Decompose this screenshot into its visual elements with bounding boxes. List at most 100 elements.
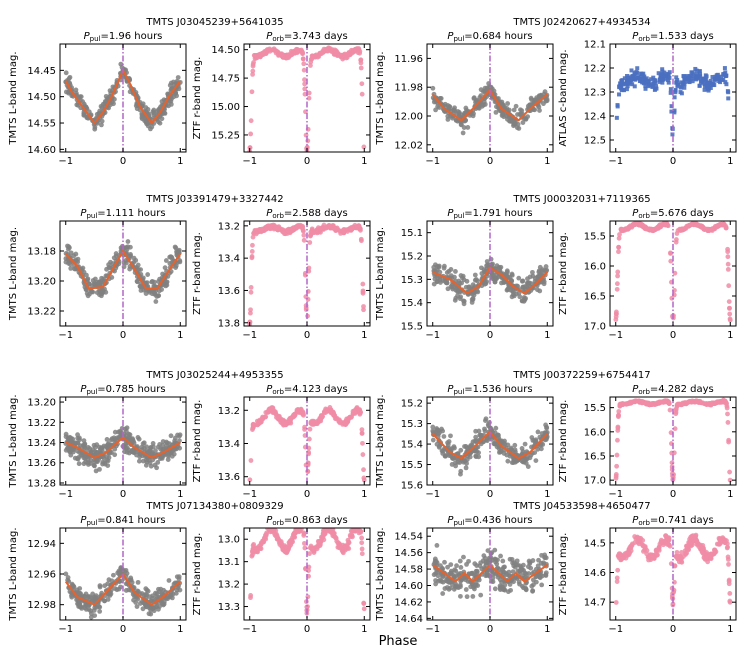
data-point — [684, 223, 690, 229]
data-point — [146, 611, 152, 617]
data-point — [469, 299, 475, 305]
star-title: TMTS J03045239+5641035 — [145, 17, 283, 28]
data-point — [160, 446, 165, 452]
x-tick-label: −1 — [425, 330, 440, 341]
data-point — [672, 95, 677, 100]
panel-title: Ppul=0.684 hours — [447, 31, 532, 43]
data-point — [707, 83, 712, 88]
data-point — [140, 606, 146, 612]
y-tick-label: 13.22 — [27, 307, 56, 318]
data-point — [458, 447, 464, 453]
y-tick-label: 14.75 — [211, 74, 240, 85]
data-point — [722, 66, 727, 71]
y-tick-label: 16.0 — [584, 427, 606, 438]
data-point — [628, 76, 633, 81]
data-point — [478, 93, 484, 99]
data-point — [689, 74, 694, 79]
data-point — [324, 528, 329, 531]
y-tick-label: 16.0 — [584, 262, 606, 273]
data-point — [303, 307, 309, 313]
data-point — [525, 564, 531, 570]
data-point — [706, 88, 711, 93]
x-tick-label: −1 — [608, 489, 623, 500]
x-tick-label: 0 — [487, 330, 493, 341]
data-point — [442, 559, 447, 565]
data-point — [307, 233, 313, 239]
data-point — [74, 587, 80, 593]
data-point — [269, 407, 275, 413]
data-point — [532, 450, 538, 455]
data-point — [300, 56, 306, 62]
data-point — [531, 582, 536, 588]
data-point — [514, 125, 520, 131]
x-tick-label: 0 — [487, 489, 493, 500]
data-point — [720, 399, 726, 404]
y-tick-label: 12.02 — [394, 140, 423, 151]
data-point — [144, 592, 150, 598]
data-point — [86, 607, 92, 612]
data-point — [663, 222, 668, 227]
y-tick-label: 13.22 — [27, 418, 56, 429]
data-point — [492, 586, 498, 592]
data-point — [512, 121, 518, 126]
data-point — [726, 439, 732, 445]
data-point — [305, 138, 311, 144]
data-point — [651, 75, 656, 80]
data-point — [651, 81, 656, 86]
data-point — [719, 74, 724, 79]
x-tick-label: 1 — [544, 330, 550, 341]
data-point — [666, 78, 671, 83]
x-tick-label: 1 — [727, 156, 733, 167]
data-point — [140, 458, 146, 464]
y-tick-label: 14.58 — [394, 565, 423, 576]
data-point — [666, 400, 672, 406]
data-point — [329, 49, 335, 54]
data-point — [482, 428, 488, 434]
data-point — [448, 570, 454, 576]
data-point — [698, 74, 703, 79]
data-point — [532, 275, 538, 281]
data-point — [613, 473, 619, 479]
data-point — [361, 144, 367, 150]
data-point — [668, 87, 673, 92]
data-point — [357, 411, 363, 417]
y-axis-label: TMTS L-band mag. — [8, 227, 19, 321]
data-point — [505, 589, 511, 595]
data-point — [143, 119, 149, 125]
data-point — [247, 477, 253, 483]
data-point — [630, 222, 636, 227]
data-point — [516, 579, 522, 585]
data-point — [350, 534, 355, 540]
data-point — [126, 587, 132, 593]
x-tick-label: 0 — [670, 156, 676, 167]
data-point — [523, 587, 529, 593]
data-point — [89, 595, 94, 601]
data-point — [118, 584, 123, 590]
data-point — [669, 109, 674, 114]
data-point — [538, 442, 544, 448]
data-point — [288, 417, 294, 423]
data-point — [622, 88, 627, 93]
data-point — [323, 225, 329, 231]
data-point — [473, 434, 479, 440]
data-point — [108, 102, 113, 108]
data-point — [302, 81, 308, 87]
data-point — [667, 75, 672, 80]
data-point — [614, 463, 620, 469]
data-point — [725, 420, 731, 425]
panel-title: Porb=0.741 days — [632, 515, 713, 527]
data-point — [300, 223, 305, 229]
x-tick-label: 1 — [177, 624, 183, 635]
data-point — [258, 229, 264, 235]
data-point — [68, 435, 74, 441]
y-axis-label: ZTF r-band mag. — [558, 400, 569, 483]
data-point — [448, 562, 454, 568]
data-point — [614, 286, 620, 292]
data-point — [690, 79, 695, 84]
data-point — [634, 70, 639, 75]
data-point — [264, 530, 269, 536]
data-point — [715, 76, 720, 81]
data-point — [150, 451, 156, 457]
